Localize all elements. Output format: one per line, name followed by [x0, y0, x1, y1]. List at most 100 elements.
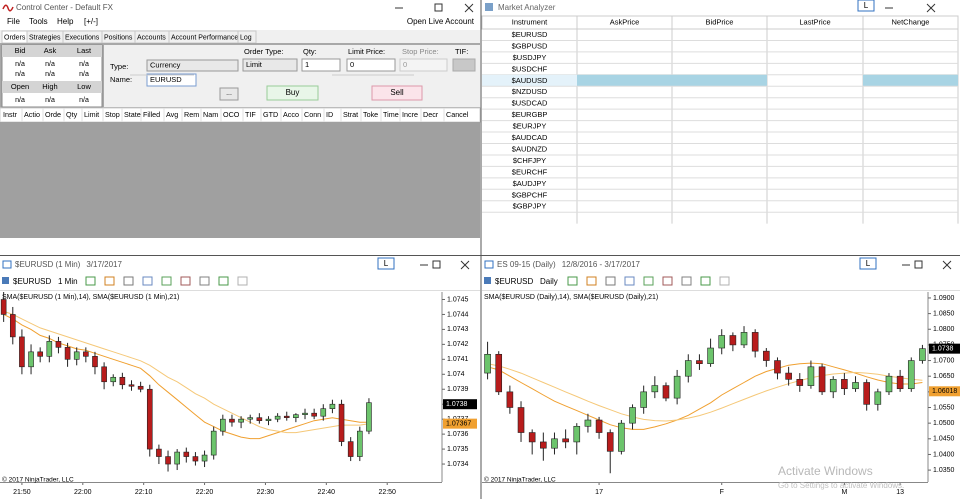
l-button[interactable] — [377, 257, 395, 270]
l-button-text[interactable]: L — [864, 1, 869, 10]
toolbar-icon[interactable] — [719, 276, 730, 286]
period-selector[interactable]: Daily — [540, 277, 558, 286]
instrument-name[interactable]: $AUDJPY — [513, 179, 547, 188]
menu-item[interactable]: File — [7, 17, 20, 26]
watermark-title: Activate Windows — [778, 464, 873, 478]
menu-item[interactable]: [+/-] — [84, 17, 98, 26]
sell-button[interactable] — [371, 85, 423, 101]
tab-label[interactable]: Log — [240, 34, 252, 41]
instrument-name[interactable]: $GBPJPY — [513, 202, 547, 211]
toolbar-icon[interactable] — [567, 276, 578, 286]
l-button[interactable] — [857, 0, 875, 12]
instrument-name[interactable]: $USDCHF — [512, 64, 548, 73]
candle-body — [46, 341, 53, 357]
tab-label[interactable]: Positions — [104, 34, 133, 41]
toolbar-icon[interactable] — [123, 276, 134, 286]
maximize-button[interactable] — [432, 260, 441, 269]
instrument-name[interactable]: $GBPCHF — [512, 190, 548, 199]
name-input[interactable] — [146, 73, 197, 87]
label: Type: — [110, 62, 128, 71]
instrument-selector[interactable]: $EURUSD — [13, 277, 51, 286]
toolbar-icon[interactable] — [85, 276, 96, 286]
button-label[interactable]: ... — [226, 90, 232, 97]
instrument-name[interactable]: $AUDNZD — [512, 144, 548, 153]
maximize-button[interactable] — [914, 260, 923, 269]
toolbar-icon[interactable] — [161, 276, 172, 286]
instrument-selector[interactable]: $EURUSD — [495, 277, 533, 286]
input-value[interactable]: EURUSD — [150, 75, 182, 84]
input-value[interactable]: 1 — [305, 60, 309, 69]
period-selector[interactable]: 1 Min — [58, 277, 78, 286]
label: Order Type: — [244, 47, 283, 56]
instrument-name[interactable]: $EURGBP — [512, 110, 548, 119]
instrument-name[interactable]: $AUDUSD — [512, 76, 548, 85]
sma-line — [487, 362, 923, 430]
tab-label[interactable]: Strategies — [29, 34, 61, 41]
more-button[interactable] — [219, 87, 239, 101]
candle-body — [293, 414, 299, 418]
tab-label[interactable]: Accounts — [137, 34, 166, 41]
toolbar-icon[interactable] — [142, 276, 153, 286]
tab-label[interactable]: Orders — [4, 34, 26, 41]
instrument-name[interactable]: $CHFJPY — [513, 156, 546, 165]
menu-item[interactable]: Tools — [29, 17, 48, 26]
candle-body — [618, 422, 625, 452]
candle-body — [220, 418, 226, 432]
select-value[interactable]: Limit — [246, 60, 263, 69]
instrument-name[interactable]: $USDJPY — [513, 53, 547, 62]
buy-button[interactable] — [266, 85, 319, 101]
toolbar-icon[interactable] — [104, 276, 115, 286]
copyright: © 2017 NinjaTrader, LLC — [2, 476, 74, 484]
toolbar-icon[interactable] — [662, 276, 673, 286]
order-type-select[interactable] — [242, 58, 298, 72]
candle-body — [92, 356, 98, 368]
instrument-name[interactable]: $GBPUSD — [512, 41, 548, 50]
toolbar-icon[interactable] — [700, 276, 711, 286]
instrument-name[interactable]: $NZDUSD — [512, 87, 548, 96]
tif-select[interactable] — [452, 58, 476, 72]
input-value[interactable]: 0 — [350, 60, 354, 69]
l-button[interactable] — [859, 257, 877, 270]
tab-label[interactable]: Executions — [65, 34, 100, 41]
l-button-text[interactable]: L — [384, 259, 389, 268]
button-label[interactable]: Sell — [390, 88, 404, 97]
instrument-name[interactable]: $EURCHF — [512, 167, 548, 176]
column-header: Conn — [304, 110, 321, 119]
x-tick-label: 17 — [595, 489, 603, 496]
tab-label[interactable]: Account Performance — [171, 34, 238, 41]
toolbar-icon[interactable] — [237, 276, 248, 286]
candle-body — [751, 332, 759, 352]
candle-body — [863, 382, 870, 405]
menu-item[interactable]: Open Live Account — [407, 17, 475, 26]
candle-body — [841, 379, 848, 390]
toolbar-icon[interactable] — [180, 276, 191, 286]
toolbar-icon[interactable] — [681, 276, 692, 286]
qty-input[interactable] — [301, 58, 341, 72]
select-value[interactable]: Currency — [150, 60, 181, 69]
menu-item[interactable]: Help — [57, 17, 74, 26]
toolbar-icon[interactable] — [624, 276, 635, 286]
toolbar-icon[interactable] — [643, 276, 654, 286]
column-header: GTD — [263, 110, 278, 119]
toolbar-icon[interactable] — [199, 276, 210, 286]
toolbar-icon[interactable] — [586, 276, 597, 286]
maximize-button[interactable] — [434, 3, 443, 12]
toolbar-icon — [2, 277, 9, 284]
button-label[interactable]: Buy — [286, 88, 300, 97]
quote-value: n/a — [15, 61, 25, 68]
candle-body — [640, 391, 647, 408]
indicator-label: SMA($EURUSD (Daily),14), SMA($EURUSD (Da… — [484, 294, 658, 301]
instrument-name[interactable]: $EURJPY — [513, 122, 547, 131]
price-label: 1.0738 — [932, 345, 954, 352]
limit-price-input[interactable] — [346, 58, 396, 72]
l-button-text[interactable]: L — [866, 259, 871, 268]
instrument-name[interactable]: $USDCAD — [512, 99, 548, 108]
candle-body — [573, 425, 581, 443]
instrument-name[interactable]: $EURUSD — [512, 30, 548, 39]
type-select[interactable] — [146, 59, 239, 72]
y-tick-label: 1.0850 — [933, 310, 955, 317]
toolbar-icon[interactable] — [605, 276, 616, 286]
column-header: Time — [383, 110, 399, 119]
toolbar-icon[interactable] — [218, 276, 229, 286]
instrument-name[interactable]: $AUDCAD — [512, 133, 548, 142]
